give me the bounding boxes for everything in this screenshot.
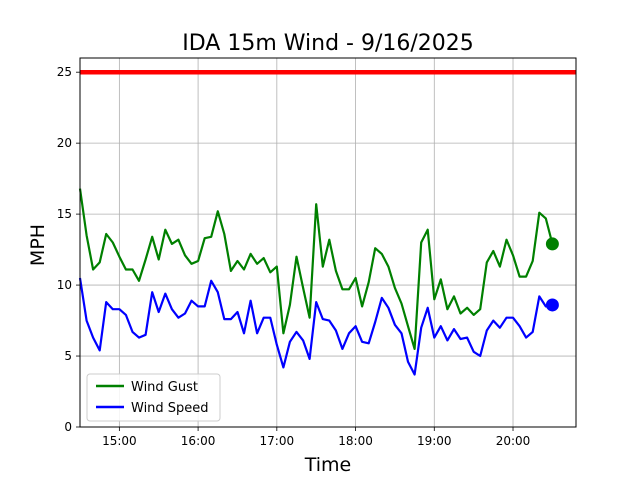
x-tick-label: 16:00 (181, 434, 216, 448)
wind-speed-latest-point (545, 298, 559, 312)
x-axis-label: Time (304, 454, 352, 476)
y-tick-label: 25 (57, 65, 72, 79)
wind-gust-latest-point (545, 237, 559, 251)
legend: Wind Gust Wind Speed (86, 373, 221, 422)
legend-label-speed: Wind Speed (131, 401, 209, 416)
chart-title: IDA 15m Wind - 9/16/2025 (182, 31, 474, 56)
series-lines (78, 188, 559, 376)
x-tick-label: 20:00 (496, 434, 531, 448)
plot-frame (79, 57, 577, 428)
y-tick-label: 15 (57, 207, 72, 221)
y-tick-label: 20 (57, 136, 72, 150)
wind-speed-line (78, 277, 553, 376)
axis-ticks: 15:00 16:00 17:00 18:00 19:00 20:00 0 5 10 15 20 25 (57, 65, 531, 448)
y-tick-label: 5 (64, 349, 72, 363)
y-axis-label: MPH (27, 224, 49, 266)
wind-gust-line (78, 188, 554, 350)
x-tick-label: 17:00 (260, 434, 295, 448)
y-tick-label: 0 (64, 420, 72, 434)
x-tick-label: 15:00 (102, 434, 137, 448)
y-tick-label: 10 (57, 278, 72, 292)
x-tick-label: 18:00 (338, 434, 373, 448)
legend-label-gust: Wind Gust (131, 380, 198, 395)
x-tick-label: 19:00 (417, 434, 452, 448)
